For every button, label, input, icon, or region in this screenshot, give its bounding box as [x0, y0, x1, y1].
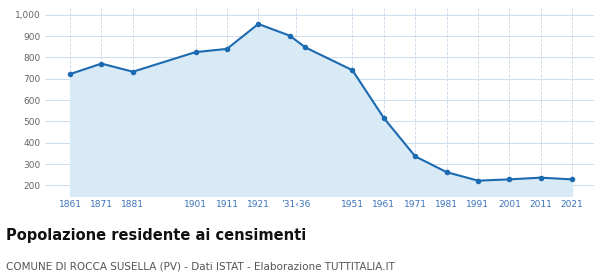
Point [410, 154, 420, 158]
Point [128, 69, 137, 74]
Point [442, 170, 451, 174]
Point [347, 68, 357, 73]
Point [536, 176, 545, 180]
Point [191, 50, 200, 54]
Point [301, 45, 310, 50]
Point [505, 177, 514, 182]
Point [97, 61, 106, 66]
Point [222, 47, 232, 51]
Point [379, 116, 389, 120]
Text: Popolazione residente ai censimenti: Popolazione residente ai censimenti [6, 228, 306, 243]
Point [285, 33, 295, 38]
Text: COMUNE DI ROCCA SUSELLA (PV) - Dati ISTAT - Elaborazione TUTTITALIA.IT: COMUNE DI ROCCA SUSELLA (PV) - Dati ISTA… [6, 262, 395, 272]
Point [473, 178, 483, 183]
Point [254, 22, 263, 26]
Point [65, 72, 75, 76]
Point [567, 177, 577, 182]
